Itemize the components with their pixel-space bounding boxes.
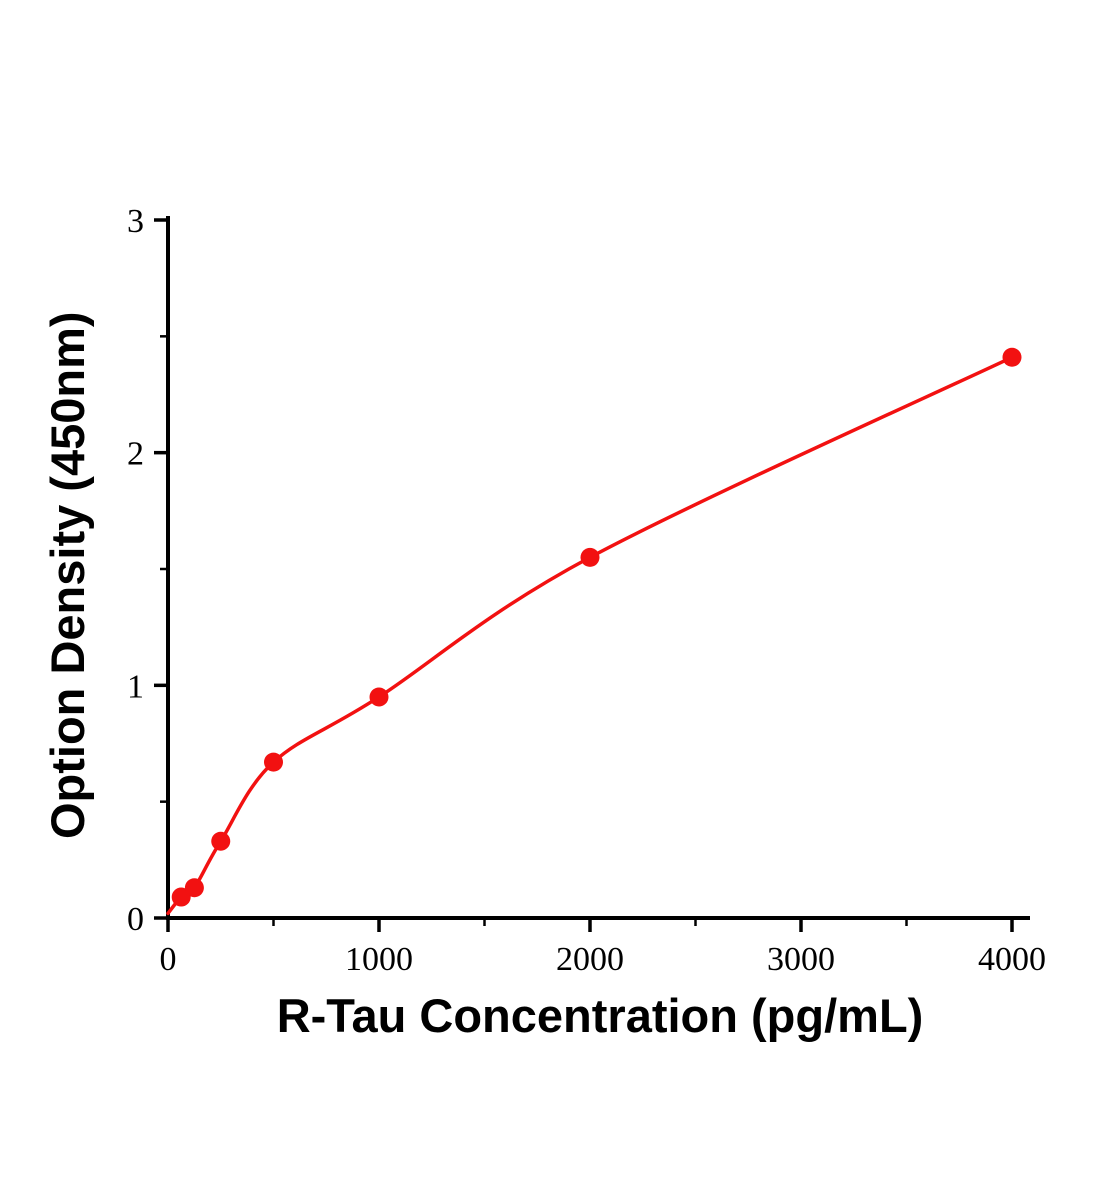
axes [166, 216, 1030, 920]
y-tick-label: 3 [127, 203, 144, 240]
x-tick-label: 1000 [345, 941, 413, 978]
data-point [211, 831, 231, 851]
data-point [184, 878, 204, 898]
data-point [171, 887, 191, 907]
data-point [264, 752, 283, 772]
fit-curve [166, 355, 1014, 916]
x-tick-label: 3000 [767, 941, 835, 978]
y-tick-label: 0 [127, 901, 144, 938]
data-point [580, 547, 600, 567]
x-tick-label: 0 [160, 941, 177, 978]
x-tick-label: 2000 [556, 941, 624, 978]
y-tick-label: 1 [127, 668, 144, 705]
x-axis-title: R-Tau Concentration (pg/mL) [276, 989, 924, 1042]
data-point [1002, 347, 1022, 367]
x-tick-label: 4000 [978, 941, 1046, 978]
y-tick-label: 2 [127, 436, 144, 473]
y-axis-title: Option Density (450nm) [41, 311, 94, 839]
data-point [369, 687, 389, 707]
